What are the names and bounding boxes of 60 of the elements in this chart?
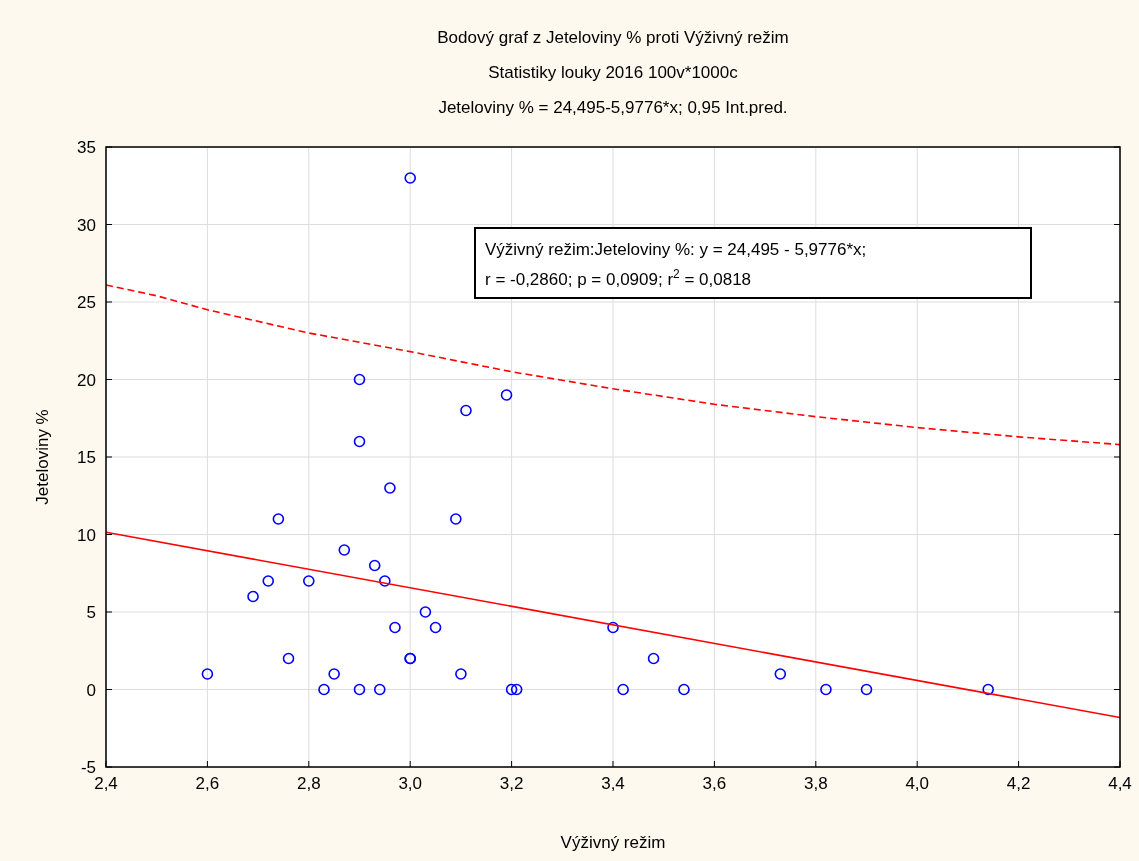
x-tick-label: 3,8 [803,774,828,793]
point [820,683,832,696]
y-tick-label: 10 [77,525,96,545]
x-tick-label: 3,2 [499,774,524,793]
point [201,668,214,680]
y-tick-label: 25 [77,293,96,312]
x-tick-label: 2,8 [296,774,321,793]
point [373,683,386,696]
point [389,621,401,634]
point [607,621,619,634]
point [384,482,396,494]
y-tick-label: 5 [86,603,96,622]
x-tick-label: 2,6 [195,774,220,793]
point [353,683,366,696]
x-tick-label: 2,4 [94,774,118,793]
point [404,172,416,184]
chart-subtitle: Statistiky louky 2016 100v*1000c Jeteloviny % = 24,495-5,9776*x; 0,95 Int.pred. [438,63,788,117]
chart-title: Bodový graf z Jeteloviny % proti Výživný režim [437,28,789,47]
point [262,575,275,587]
point [247,590,259,603]
point [678,683,690,696]
point [505,683,518,696]
point [379,575,391,587]
point [647,652,660,665]
point [500,389,513,401]
x-tick-label: 4,0 [905,774,930,793]
point [419,606,432,618]
x-tick-label: 3,6 [702,774,727,793]
y-axis-title: Jeteloviny % [33,409,52,505]
annotation: r = -0,2860; p = 0,0909; r$^{2}$ = 0,0818 [485,267,752,289]
point [272,513,285,525]
x-axis-title: Výživný režim [560,833,666,852]
point [282,652,295,665]
x-tick-label: 3,0 [398,774,423,793]
y-tick-label: 30 [77,215,96,235]
point [429,621,442,634]
x-tick-label: 4,2 [1006,774,1031,793]
point [368,559,381,572]
y-tick-label: 0 [86,680,96,700]
point [328,668,340,680]
point [450,513,462,525]
annotation: Výživný režim:Jeteloviny %: y = 24,495 - 5,9776*x; [485,240,867,259]
x-tick-label: 3,4 [601,774,625,793]
y-tick-label: -5 [80,758,96,777]
point [860,683,873,696]
x-tick-label: 4,4 [1108,774,1132,793]
y-tick-label: 20 [77,370,96,390]
y-tick-label: 35 [77,138,96,157]
point [303,575,315,587]
point [353,435,366,448]
point [455,668,467,680]
point [353,373,366,386]
point [338,544,351,556]
y-tick-label: 15 [77,448,96,467]
point [510,683,523,696]
point [982,683,994,696]
point [318,683,330,696]
point [460,404,472,417]
point [774,668,787,680]
point [617,683,629,696]
